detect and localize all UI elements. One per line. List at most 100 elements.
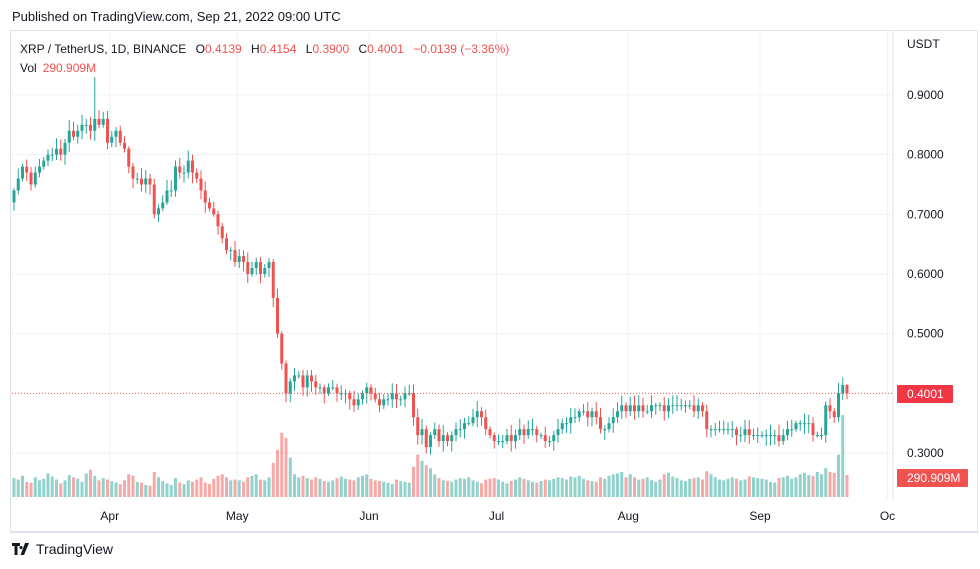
- candle-body: [726, 429, 730, 431]
- candle-body: [246, 262, 250, 275]
- volume-bar: [106, 479, 109, 497]
- candle-body: [518, 429, 522, 436]
- volume-bar: [484, 479, 488, 497]
- volume-bar: [424, 465, 428, 497]
- candle-body: [186, 160, 190, 173]
- volume-bar: [633, 477, 636, 497]
- volume-bar: [841, 415, 845, 497]
- candle-body: [556, 429, 560, 436]
- candle-body: [739, 435, 743, 437]
- price-axis[interactable]: 0.9000 0.8000 0.7000 0.6000 0.5000 0.3000: [907, 88, 944, 460]
- volume-bar: [603, 478, 607, 497]
- candle-body: [756, 435, 760, 437]
- candle-body: [50, 154, 54, 156]
- volume-bar: [297, 477, 301, 497]
- candle-body: [327, 387, 330, 394]
- volume-bar: [195, 479, 199, 497]
- volume-bar: [718, 479, 721, 497]
- candle-body: [747, 429, 751, 436]
- volume-bar: [386, 482, 390, 497]
- candle-body: [548, 441, 551, 443]
- volume-bar: [569, 476, 573, 497]
- volume-bar: [467, 477, 471, 497]
- volume-bar: [327, 481, 330, 497]
- volume-bar: [399, 481, 403, 497]
- chart-frame: [10, 30, 978, 533]
- chart-legend: XRP / TetherUS, 1D, BINANCE O0.4139 H0.4…: [20, 40, 515, 78]
- candle-body: [509, 435, 513, 442]
- candle-body: [828, 405, 832, 412]
- candle-body: [203, 190, 207, 203]
- volume-bar: [577, 475, 581, 497]
- tradingview-logo[interactable]: TradingView: [12, 541, 113, 557]
- volume-bar: [369, 478, 373, 497]
- candle-body: [492, 435, 496, 442]
- candle-body: [735, 429, 738, 436]
- volume-bar: [403, 481, 407, 497]
- symbol-info[interactable]: XRP / TetherUS, 1D, BINANCE: [20, 42, 187, 56]
- candle-body: [730, 429, 734, 431]
- time-axis[interactable]: Apr May Jun Jul Aug Sep Oc: [100, 509, 895, 523]
- candle-body: [798, 423, 802, 425]
- time-tick-label: Sep: [749, 509, 771, 523]
- candle-body: [195, 172, 199, 179]
- candle-body: [475, 411, 479, 418]
- candle-body: [607, 423, 611, 430]
- volume-bar: [509, 481, 513, 497]
- volume-bar: [246, 477, 250, 497]
- volume-bar: [824, 468, 828, 497]
- volume-bar: [310, 479, 313, 497]
- volume-bar: [97, 480, 101, 497]
- candle-body: [781, 435, 785, 442]
- volume-bar: [722, 480, 726, 497]
- candle-body: [288, 381, 292, 394]
- volume-bar: [59, 483, 63, 497]
- candle-body: [705, 411, 709, 430]
- candle-body: [701, 405, 704, 412]
- candle-body: [280, 333, 284, 364]
- candle-body: [12, 190, 16, 203]
- volume-bar: [845, 474, 849, 497]
- volume-bar: [815, 472, 819, 497]
- candle-body: [169, 190, 173, 192]
- candle-body: [284, 363, 288, 394]
- volume-bar: [322, 481, 326, 497]
- candle-body: [382, 399, 386, 406]
- last-price-value: 0.4001: [907, 387, 944, 401]
- candle-body: [675, 405, 679, 407]
- volume-bar: [416, 454, 420, 497]
- candle-body: [645, 411, 649, 413]
- candle-body: [365, 387, 369, 394]
- volume-bar: [46, 473, 50, 497]
- volume-bar: [539, 481, 543, 497]
- volume-bar: [705, 471, 709, 497]
- candle-body: [535, 429, 539, 436]
- volume-bar: [429, 468, 432, 497]
- candle-body: [811, 423, 815, 436]
- time-tick-label: Jun: [359, 509, 378, 523]
- volume-bar: [305, 478, 309, 497]
- candle-body: [718, 429, 721, 431]
- volume-bar: [182, 484, 186, 497]
- volume-bar: [123, 480, 126, 497]
- volume-bar: [586, 480, 590, 497]
- candle-body: [318, 387, 322, 389]
- volume-bar: [777, 478, 781, 497]
- candle-body: [33, 172, 37, 185]
- candle-body: [267, 262, 271, 269]
- ohlc-row: XRP / TetherUS, 1D, BINANCE O0.4139 H0.4…: [20, 40, 515, 59]
- volume-bar: [165, 483, 169, 497]
- grid: [12, 31, 893, 500]
- volume-bar: [501, 481, 505, 497]
- candle-body: [63, 142, 67, 155]
- candle-body: [242, 256, 245, 263]
- candle-body: [403, 393, 407, 400]
- tradingview-logo-icon: [12, 543, 29, 555]
- volume-bar: [535, 482, 539, 497]
- time-tick-label: Apr: [100, 509, 119, 523]
- candle-body: [161, 202, 165, 209]
- volume-bar: [837, 454, 840, 497]
- candle-body: [569, 417, 573, 424]
- volume-bar: [199, 477, 203, 497]
